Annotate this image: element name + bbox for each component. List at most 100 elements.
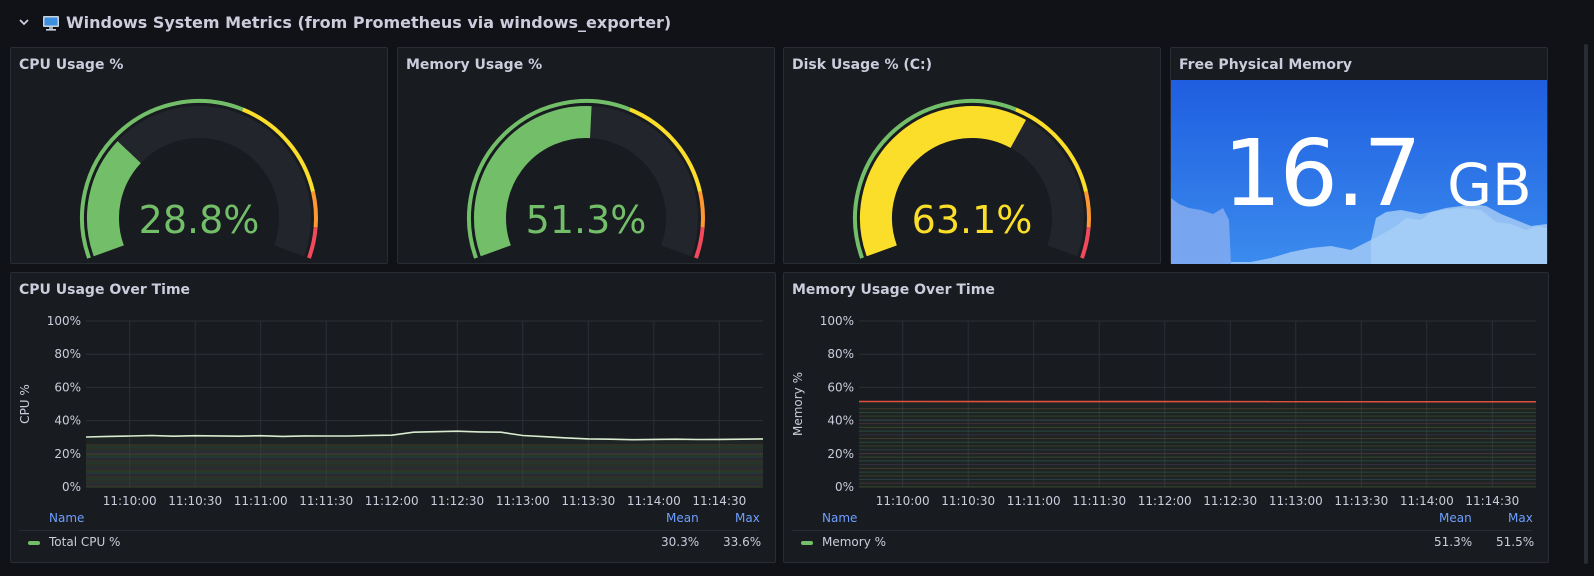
monitor-icon (43, 16, 59, 31)
x-tick-label: 11:13:00 (1269, 494, 1323, 508)
panel-title: Memory Usage Over Time (792, 282, 995, 298)
gauge-value: 28.8% (138, 198, 260, 242)
panel-title: CPU Usage % (19, 57, 124, 73)
gauge-value: 63.1% (911, 198, 1033, 242)
gauge-panel-cpu[interactable]: CPU Usage % 28.8% (10, 47, 388, 264)
legend-swatch (28, 541, 40, 545)
x-tick-label: 11:13:30 (1334, 494, 1388, 508)
x-tick-label: 11:14:30 (1465, 494, 1519, 508)
gauge-threshold-band (698, 191, 705, 228)
legend-item[interactable]: Memory % 51.3% 51.5% (784, 535, 1548, 551)
x-tick-label: 11:14:00 (627, 494, 681, 508)
y-tick-label: 40% (827, 414, 854, 428)
timeseries-panel-memory[interactable]: Memory Usage Over Time 0% 20% 40% 60% 80% 100… (783, 272, 1549, 563)
legend-mean-value: 51.3% (1434, 535, 1473, 549)
y-axis-label: Memory % (791, 372, 805, 436)
panel-title: Free Physical Memory (1179, 57, 1353, 73)
legend-mean-header[interactable]: Mean (666, 511, 699, 525)
legend-max-value: 33.6% (723, 535, 762, 549)
gauge-panel-disk[interactable]: Disk Usage % (C:) 63.1% (783, 47, 1161, 264)
scrollbar[interactable] (1584, 44, 1588, 564)
y-tick-label: 80% (54, 347, 81, 361)
gauge-threshold-band (853, 99, 1017, 259)
gauge-threshold-band (307, 227, 318, 259)
x-tick-label: 11:11:00 (1007, 494, 1061, 508)
gauge-threshold-band (242, 107, 315, 193)
legend-name-header[interactable]: Name (822, 511, 858, 525)
series-line (85, 430, 764, 441)
x-tick-label: 11:10:30 (168, 494, 222, 508)
legend-series-name[interactable]: Memory % (822, 535, 887, 549)
x-tick-label: 11:14:30 (692, 494, 746, 508)
y-tick-label: 20% (54, 447, 81, 461)
y-tick-label: 60% (827, 380, 854, 394)
x-tick-label: 11:12:30 (430, 494, 484, 508)
stat-value: 16.7 GB (1223, 120, 1532, 227)
gauge-threshold-band (1015, 107, 1088, 193)
stat-unit: GB (1447, 151, 1532, 219)
y-tick-label: 0% (62, 480, 81, 494)
legend-name-header[interactable]: Name (49, 511, 85, 525)
y-tick-label: 100% (820, 314, 854, 328)
row-title: Windows System Metrics (from Prometheus … (66, 13, 672, 32)
legend-mean-header[interactable]: Mean (1439, 511, 1472, 525)
legend-mean-value: 30.3% (661, 535, 700, 549)
x-tick-label: 11:11:30 (299, 494, 353, 508)
panel-title: Memory Usage % (406, 57, 543, 73)
gauge-disk (853, 99, 1091, 259)
y-axis-label: CPU % (18, 384, 32, 424)
gauge-threshold-band (467, 99, 631, 259)
x-tick-label: 11:10:30 (941, 494, 995, 508)
legend-max-header[interactable]: Max (735, 511, 760, 525)
chevron-down-icon[interactable] (18, 14, 30, 30)
legend-max-header[interactable]: Max (1508, 511, 1533, 525)
legend-header: Name Mean Max (784, 511, 1548, 527)
gauge-threshold-band (1084, 191, 1091, 228)
gauge-memory (467, 99, 705, 259)
legend-series-name[interactable]: Total CPU % (49, 535, 121, 549)
gauge-value-arc (87, 141, 142, 257)
legend-divider (792, 530, 1532, 531)
timeseries-panel-cpu[interactable]: CPU Usage Over Time 0% 20% 40% 60% 80% 100% 11… (10, 272, 776, 563)
row-header[interactable]: Windows System Metrics (from Prometheus … (0, 0, 1594, 44)
x-tick-label: 11:10:00 (103, 494, 157, 508)
y-tick-label: 80% (827, 347, 854, 361)
legend-swatch (801, 541, 813, 545)
gauge-value-arc (474, 106, 592, 257)
legend-max-value: 51.5% (1496, 535, 1535, 549)
x-tick-label: 11:14:00 (1400, 494, 1454, 508)
x-tick-label: 11:11:30 (1072, 494, 1126, 508)
gauge-cpu (80, 99, 318, 259)
timeseries-chart-memory: 0% 20% 40% 60% 80% 100% 11:10:00 11:10:30 11:11:… (791, 314, 1537, 508)
panel-title: Disk Usage % (C:) (792, 57, 933, 73)
y-tick-label: 0% (835, 480, 854, 494)
stat-number: 16.7 (1223, 120, 1422, 227)
gauge-threshold-band (694, 227, 705, 259)
gauge-threshold-band (80, 99, 244, 259)
y-tick-label: 20% (827, 447, 854, 461)
gauge-value: 51.3% (525, 198, 647, 242)
x-tick-label: 11:11:00 (234, 494, 288, 508)
x-tick-label: 11:12:00 (365, 494, 419, 508)
series-area (859, 401, 1536, 487)
legend-divider (19, 530, 759, 531)
gauge-threshold-band (629, 107, 702, 193)
x-tick-label: 11:12:30 (1203, 494, 1257, 508)
x-tick-label: 11:13:30 (561, 494, 615, 508)
x-tick-label: 11:13:00 (496, 494, 550, 508)
legend-item[interactable]: Total CPU % 30.3% 33.6% (11, 535, 775, 551)
legend-header: Name Mean Max (11, 511, 775, 527)
y-tick-label: 60% (54, 380, 81, 394)
series-area (86, 431, 763, 487)
gauge-panel-memory[interactable]: Memory Usage % 51.3% (397, 47, 775, 264)
stat-background: 16.7 GB (1171, 80, 1547, 264)
x-tick-label: 11:10:00 (876, 494, 930, 508)
gauge-value-arc (860, 106, 1026, 257)
gauge-threshold-band (1080, 227, 1091, 259)
y-tick-label: 100% (47, 314, 81, 328)
stat-panel-free-memory[interactable]: Free Physical Memory 16.7 GB (1170, 47, 1548, 264)
y-tick-label: 40% (54, 414, 81, 428)
gauge-threshold-band (311, 191, 318, 228)
stat-sparkline (1171, 198, 1547, 264)
timeseries-chart-cpu: 0% 20% 40% 60% 80% 100% 11:10:00 11:10:30 11:11:… (18, 314, 764, 508)
